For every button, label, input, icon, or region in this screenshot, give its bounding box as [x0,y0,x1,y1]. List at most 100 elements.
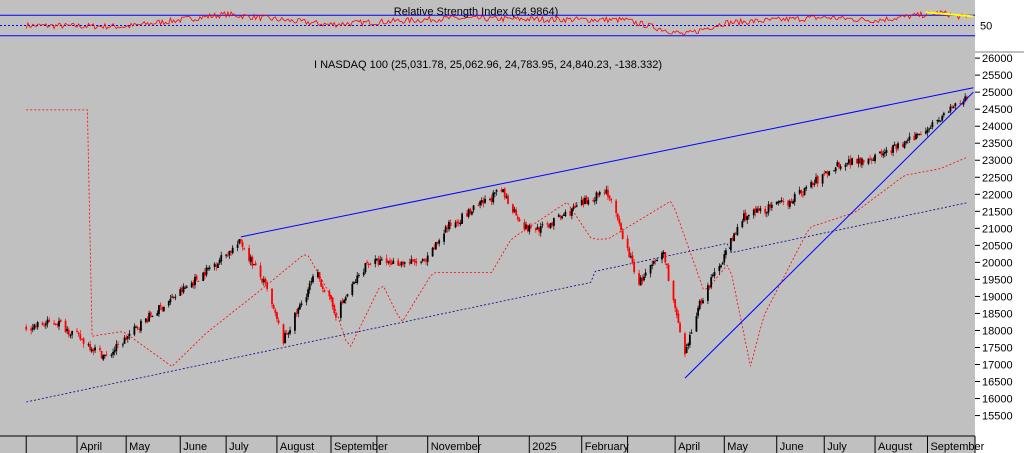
price-tick-label: 21500 [982,206,1013,218]
candle-body [559,215,562,218]
candle-body [282,324,285,344]
candle-body [947,111,950,113]
candle-body [259,265,262,278]
candle-body [924,131,927,134]
candle-body [833,170,835,172]
candle-body [633,262,636,273]
candle-body [295,312,298,315]
candle-body [140,320,142,331]
candle-body [459,222,462,225]
candle-body [511,204,514,213]
candle-body [102,355,105,360]
candle-body [228,250,231,256]
candle-body [264,278,267,284]
candle-body [821,174,824,184]
candle-body [929,127,932,129]
candle-body [503,188,506,197]
price-tick-label: 17000 [982,360,1013,372]
candle-body [448,221,450,230]
candle-body [239,239,242,242]
candle-body [30,328,33,331]
candle-body [89,344,92,351]
x-tick-label: November [431,441,482,453]
candle-body [461,213,464,224]
candle-body [764,208,767,214]
candle-body [180,288,183,293]
candle-body [195,275,198,280]
candle-body [77,332,80,334]
candle-body [67,329,70,335]
candle-body [272,305,275,309]
candle-body [708,285,711,288]
candle-body [426,255,429,263]
candle-body [551,222,554,226]
candle-body [43,325,46,327]
candle-body [844,164,847,167]
candle-body [580,200,583,205]
candle-body [87,344,90,346]
candle-body [826,171,829,175]
candle-body [341,300,344,303]
candle-body [954,103,957,107]
candle-body [851,158,854,165]
candle-body [598,192,601,195]
price-tick-label: 24500 [982,104,1013,116]
candle-body [343,300,346,304]
candle-body [949,106,952,112]
candle-body [392,260,395,264]
candle-body [661,252,663,260]
candle-body [115,344,118,352]
candle-body [285,333,288,335]
candle-body [330,295,332,300]
candle-body [225,254,228,256]
candle-body [351,283,354,295]
candle-body [277,320,280,324]
candle-body [125,336,128,341]
candle-body [36,322,39,328]
price-tick-label: 16000 [982,394,1013,406]
candle-body [874,154,876,162]
candle-body [869,158,872,160]
candle-body [620,223,622,230]
candle-body [56,323,59,326]
candle-body [328,291,331,297]
price-title: I NASDAQ 100 (25,031.78, 25,062.96, 24,7… [314,59,662,71]
candle-body [333,305,336,314]
candle-body [335,313,337,318]
candle-body [266,282,269,289]
candle-body [310,280,313,283]
candle-body [172,296,175,299]
candle-body [133,326,136,335]
candle-body [287,332,290,335]
candle-body [161,306,164,311]
x-tick-label: June [183,441,207,453]
candle-body [100,350,103,359]
candle-body [113,350,116,353]
candle-body [644,272,647,276]
candle-body [507,195,509,204]
x-tick-label: September [334,441,388,453]
candle-body [777,201,780,203]
candle-body [574,205,577,208]
candle-body [323,290,326,293]
candle-body [811,182,814,186]
candle-body [53,323,55,325]
price-tick-label: 25000 [982,87,1013,99]
candle-body [41,322,44,326]
candle-body [938,119,940,122]
candle-body [397,260,400,266]
candle-body [603,192,606,194]
candle-body [582,198,585,205]
candle-body [300,303,303,305]
candle-body [788,200,791,207]
candle-body [482,200,485,204]
candle-body [374,258,377,264]
candle-body [700,299,703,304]
candle-body [182,286,185,293]
candle-body [711,274,714,277]
candle-body [782,201,785,203]
candle-body [249,256,252,262]
rsi-tick-label: 50 [980,21,992,33]
candle-body [654,260,657,262]
candle-body [710,277,713,288]
